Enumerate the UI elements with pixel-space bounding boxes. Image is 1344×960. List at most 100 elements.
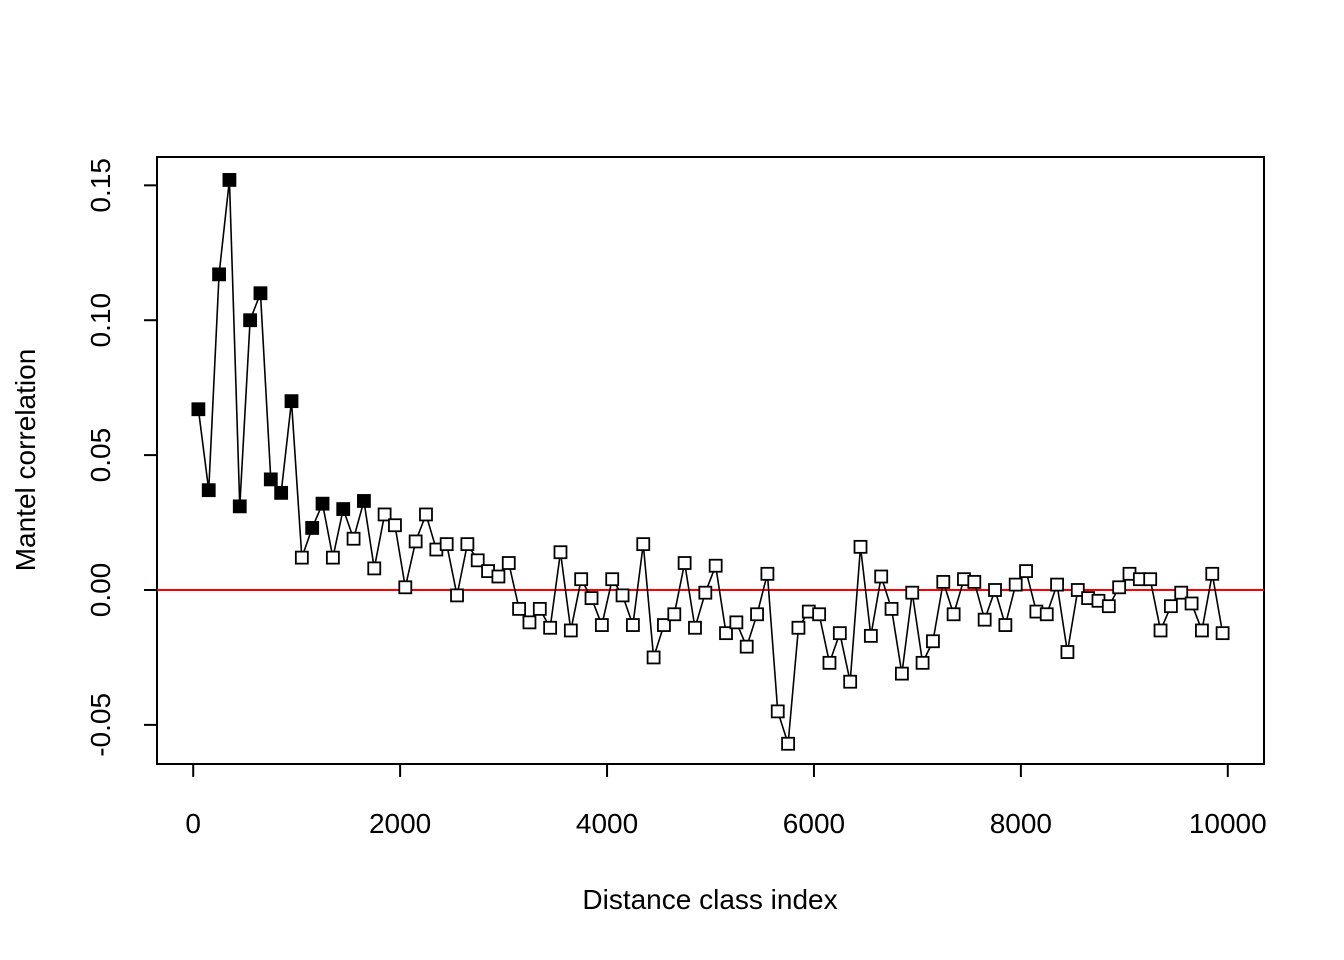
data-point [1060,645,1075,659]
data-point [936,575,951,589]
data-point [584,591,599,605]
data-point [977,612,992,627]
y-axis: -0.05 0.00 0.05 0.10 0.15 [85,158,158,757]
data-point [708,558,723,573]
data-point [1008,577,1023,592]
x-tick-label: 2000 [369,808,431,839]
data-point [677,556,692,570]
data-point-significant [284,394,299,409]
data-point-significant [274,485,289,500]
data-point [553,545,568,560]
y-tick-label: -0.05 [85,693,116,757]
data-point [367,561,382,576]
y-tick-label: 0.05 [85,428,116,483]
data-point [729,615,744,630]
data-point [532,601,547,616]
data-point [512,601,527,616]
data-point [460,537,475,552]
data-point [698,585,713,600]
data-point-significant [212,267,226,282]
data-point-significant [243,313,258,328]
data-point [843,674,858,689]
data-point [791,620,806,635]
data-point [1070,583,1085,597]
data-point [388,518,402,533]
x-axis: 0 2000 4000 6000 8000 10000 [185,763,1267,839]
data-point-significant [201,483,216,498]
data-point [522,615,537,630]
x-axis-label: Distance class index [582,884,837,915]
data-point-significant [222,173,237,187]
data-point [563,623,578,638]
correlogram-points [191,173,1230,751]
x-tick-label: 8000 [990,808,1052,839]
data-point [377,507,392,522]
data-point-significant [253,286,268,301]
data-point [853,539,868,554]
data-point [760,566,775,581]
data-point [967,575,982,589]
data-point [946,607,961,622]
correlogram-line [197,179,1224,745]
data-point [822,655,837,670]
data-point-significant [191,402,206,417]
data-point [1174,585,1189,600]
data-point [915,655,930,670]
data-point [501,556,516,570]
data-point [1153,623,1168,638]
data-point [646,650,661,665]
data-point [894,666,909,681]
y-tick-label: 0.00 [85,563,116,618]
x-tick-label: 6000 [783,808,845,839]
data-point [636,537,651,552]
x-tick-label: 0 [185,808,201,839]
data-point [574,572,589,587]
data-point [739,639,754,654]
data-point [750,607,764,622]
data-point [988,583,1002,597]
data-point-significant [315,496,330,511]
plot-frame [156,156,1265,765]
data-point [470,553,485,568]
data-point [605,572,620,587]
y-axis-label: Mantel correlation [10,349,41,572]
data-point [419,507,433,522]
data-point [926,634,940,649]
data-point [1050,577,1064,592]
data-point [1163,599,1178,614]
data-point [1039,607,1054,622]
data-point [626,618,640,632]
data-point-significant [336,502,351,516]
y-tick-label: 0.15 [85,158,116,213]
data-point [1112,580,1127,595]
data-point-significant [305,521,320,535]
data-point [594,618,609,632]
data-point [874,569,889,584]
data-point [615,588,630,603]
x-tick-label: 10000 [1189,808,1267,839]
data-point [398,580,413,595]
data-point [812,607,827,622]
data-point [688,620,702,635]
data-point [1101,599,1116,614]
data-point [346,531,361,546]
data-point [543,620,558,635]
x-tick-label: 4000 [576,808,638,839]
data-point [450,588,464,603]
data-point [884,601,899,616]
data-point [408,534,423,549]
data-point-significant [263,472,278,487]
data-point [1019,564,1033,579]
data-point [1205,566,1220,581]
data-point [657,618,671,632]
data-point-significant [232,499,247,514]
data-point [491,569,506,584]
y-tick-label: 0.10 [85,293,116,348]
data-point-significant [357,494,371,508]
data-point [1184,596,1199,611]
data-point [325,550,340,565]
data-point [998,618,1013,632]
data-point [781,736,795,751]
data-point [667,607,682,622]
